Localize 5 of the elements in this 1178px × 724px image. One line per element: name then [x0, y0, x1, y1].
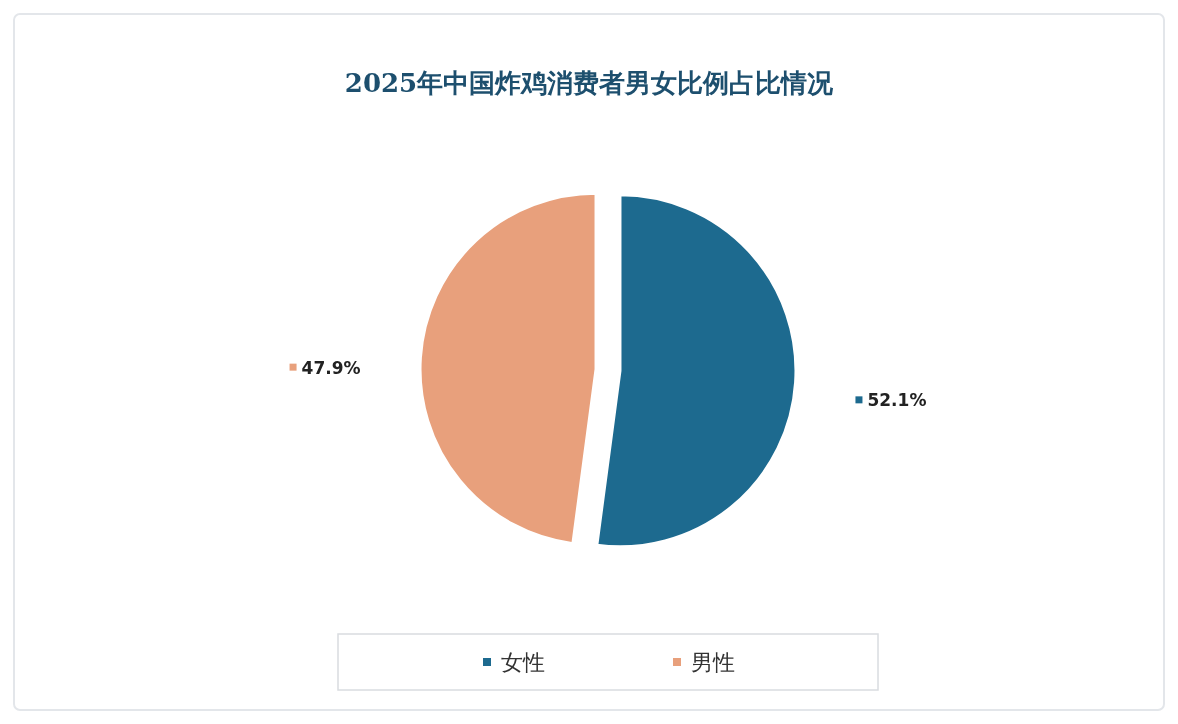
- data-label: 52.1%: [867, 390, 927, 411]
- legend-label: 男性: [691, 650, 735, 675]
- chart-title: 2025年中国炸鸡消费者男女比例占比情况: [344, 68, 835, 98]
- legend-label: 女性: [501, 650, 545, 675]
- data-label: 47.9%: [301, 357, 361, 378]
